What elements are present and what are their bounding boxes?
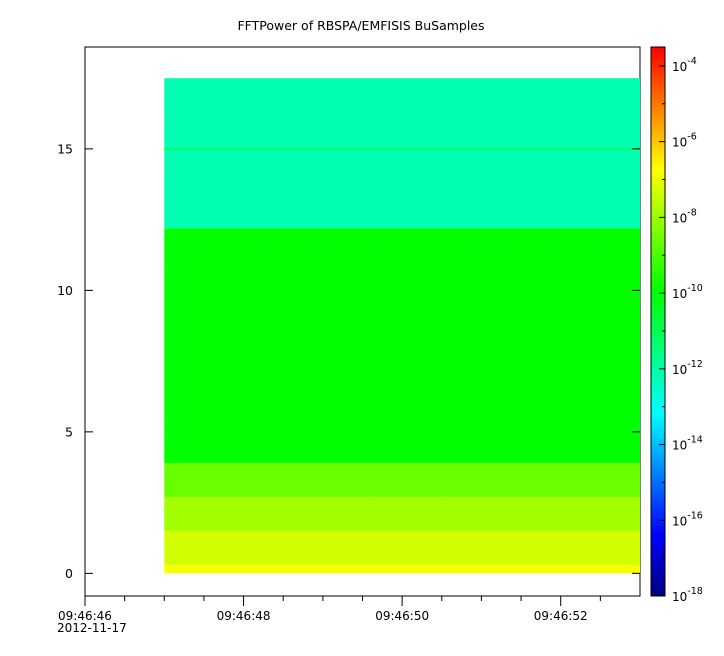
colorbar-tick-label: 10-8 bbox=[672, 207, 697, 225]
x-axis: 2012-11-17 09:46:46 09:46:48 09:46:50 09:46… bbox=[57, 596, 601, 635]
colorbar bbox=[650, 46, 666, 597]
colorbar-tick-label: 10-10 bbox=[672, 283, 703, 301]
heatmap-band-0 bbox=[164, 564, 641, 574]
x-tick-label: 09:46:52 bbox=[534, 609, 588, 623]
colorbar-axis: 10-18 10-16 10-14 10-12 10-10 10-8 10-6 10-4 bbox=[659, 56, 703, 604]
y-axis: 0 5 10 15 bbox=[57, 141, 640, 581]
colorbar-tick-label: 10-6 bbox=[672, 132, 697, 150]
colorbar-tick-exponent: -14 bbox=[687, 435, 703, 446]
x-axis-date-label: 2012-11-17 bbox=[57, 621, 127, 635]
y-tick-label: 0 bbox=[65, 566, 73, 581]
colorbar-tick-exponent: -16 bbox=[687, 510, 703, 521]
chart-title: FFTPower of RBSPA/EMFISIS BuSamples bbox=[237, 18, 484, 33]
colorbar-tick-label: 10-12 bbox=[672, 359, 703, 377]
colorbar-tick-exponent: -4 bbox=[687, 56, 696, 67]
colorbar-tick-exponent: -10 bbox=[687, 283, 703, 294]
colorbar-tick-label: 10-14 bbox=[672, 435, 703, 453]
colorbar-tick-exponent: -8 bbox=[687, 207, 696, 218]
y-tick-label: 5 bbox=[65, 424, 73, 439]
colorbar-tick-exponent: -6 bbox=[687, 132, 696, 143]
heatmap-band-5 bbox=[164, 78, 641, 229]
heatmap-band-4 bbox=[164, 228, 641, 463]
y-tick-label: 15 bbox=[57, 141, 73, 156]
x-tick-label: 09:46:50 bbox=[375, 609, 429, 623]
colorbar-tick-label: 10-18 bbox=[672, 586, 703, 604]
x-tick-label: 09:46:46 bbox=[58, 609, 112, 623]
colorbar-tick-exponent: -18 bbox=[687, 586, 703, 597]
heatmap-band-2 bbox=[164, 496, 641, 531]
heatmap-band-1 bbox=[164, 530, 641, 565]
colorbar-tick-label: 10-16 bbox=[672, 510, 703, 528]
colorbar-tick-label: 10-4 bbox=[672, 56, 697, 74]
y-tick-label: 10 bbox=[57, 283, 73, 298]
x-tick-label: 09:46:48 bbox=[217, 609, 271, 623]
heatmap-cells bbox=[164, 78, 641, 574]
heatmap-band-3 bbox=[164, 462, 641, 497]
colorbar-tick-exponent: -12 bbox=[687, 359, 703, 370]
